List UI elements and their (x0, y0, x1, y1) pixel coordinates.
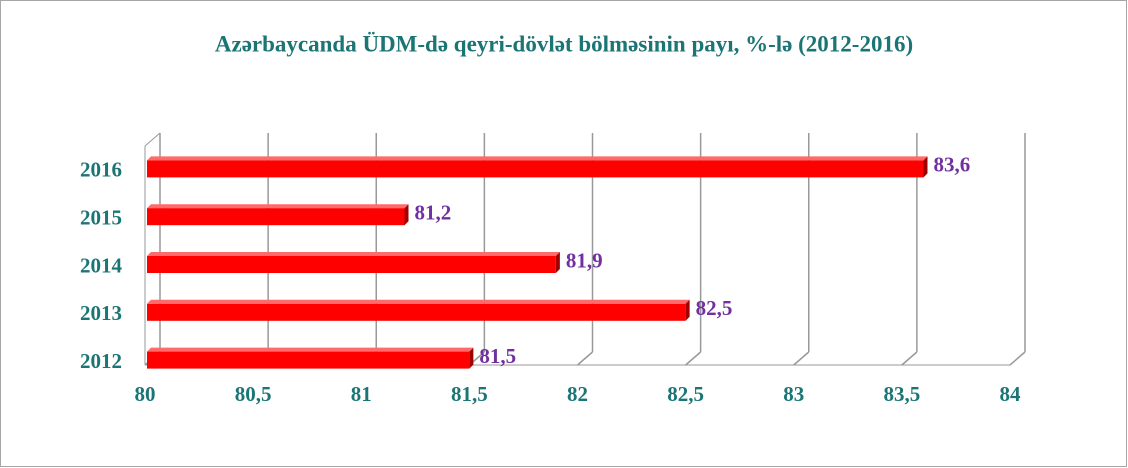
x-tick-label: 83,5 (884, 382, 921, 406)
bar-top (147, 156, 928, 161)
bar-top (147, 347, 474, 352)
bar (147, 351, 470, 369)
floor-grid-line (901, 351, 918, 366)
floor-grid-line (793, 351, 810, 366)
chart-title: Azərbaycanda ÜDM-də qeyri-dövlət bölməsi… (215, 31, 913, 56)
y-tick-label: 2016 (80, 158, 122, 182)
value-label: 81,2 (415, 201, 452, 225)
y-tick-label: 2013 (80, 301, 122, 325)
bar (147, 256, 556, 273)
x-tick-label: 81,5 (451, 382, 488, 406)
x-tick-label: 81 (351, 382, 372, 406)
bar-side (404, 204, 409, 226)
bar-top (147, 299, 690, 304)
bar-side (923, 156, 928, 178)
floor-grid-line (685, 351, 702, 366)
floor-grid-line (577, 351, 593, 366)
value-label: 83,6 (934, 153, 971, 177)
bar-top (147, 204, 409, 209)
y-tick-label: 2014 (80, 253, 123, 277)
x-tick-label: 82 (567, 382, 588, 406)
left-wall (144, 132, 161, 147)
y-tick-label: 2012 (80, 349, 122, 373)
bar-side (685, 299, 690, 321)
bar-top (147, 252, 560, 256)
bar-side (469, 347, 474, 369)
x-tick-label: 84 (1000, 382, 1022, 406)
x-tick-label: 80 (135, 382, 156, 406)
bar-side (555, 252, 560, 273)
bar (147, 208, 405, 226)
value-label: 82,5 (696, 296, 733, 320)
bar (147, 160, 924, 178)
value-label: 81,5 (479, 344, 516, 368)
y-tick-label: 2015 (80, 206, 122, 230)
floor-grid-line (1009, 351, 1026, 366)
x-tick-label: 80,5 (235, 382, 272, 406)
value-label: 81,9 (566, 248, 603, 272)
x-tick-label: 83 (783, 382, 804, 406)
x-tick-label: 82,5 (667, 382, 704, 406)
bar (147, 303, 686, 321)
